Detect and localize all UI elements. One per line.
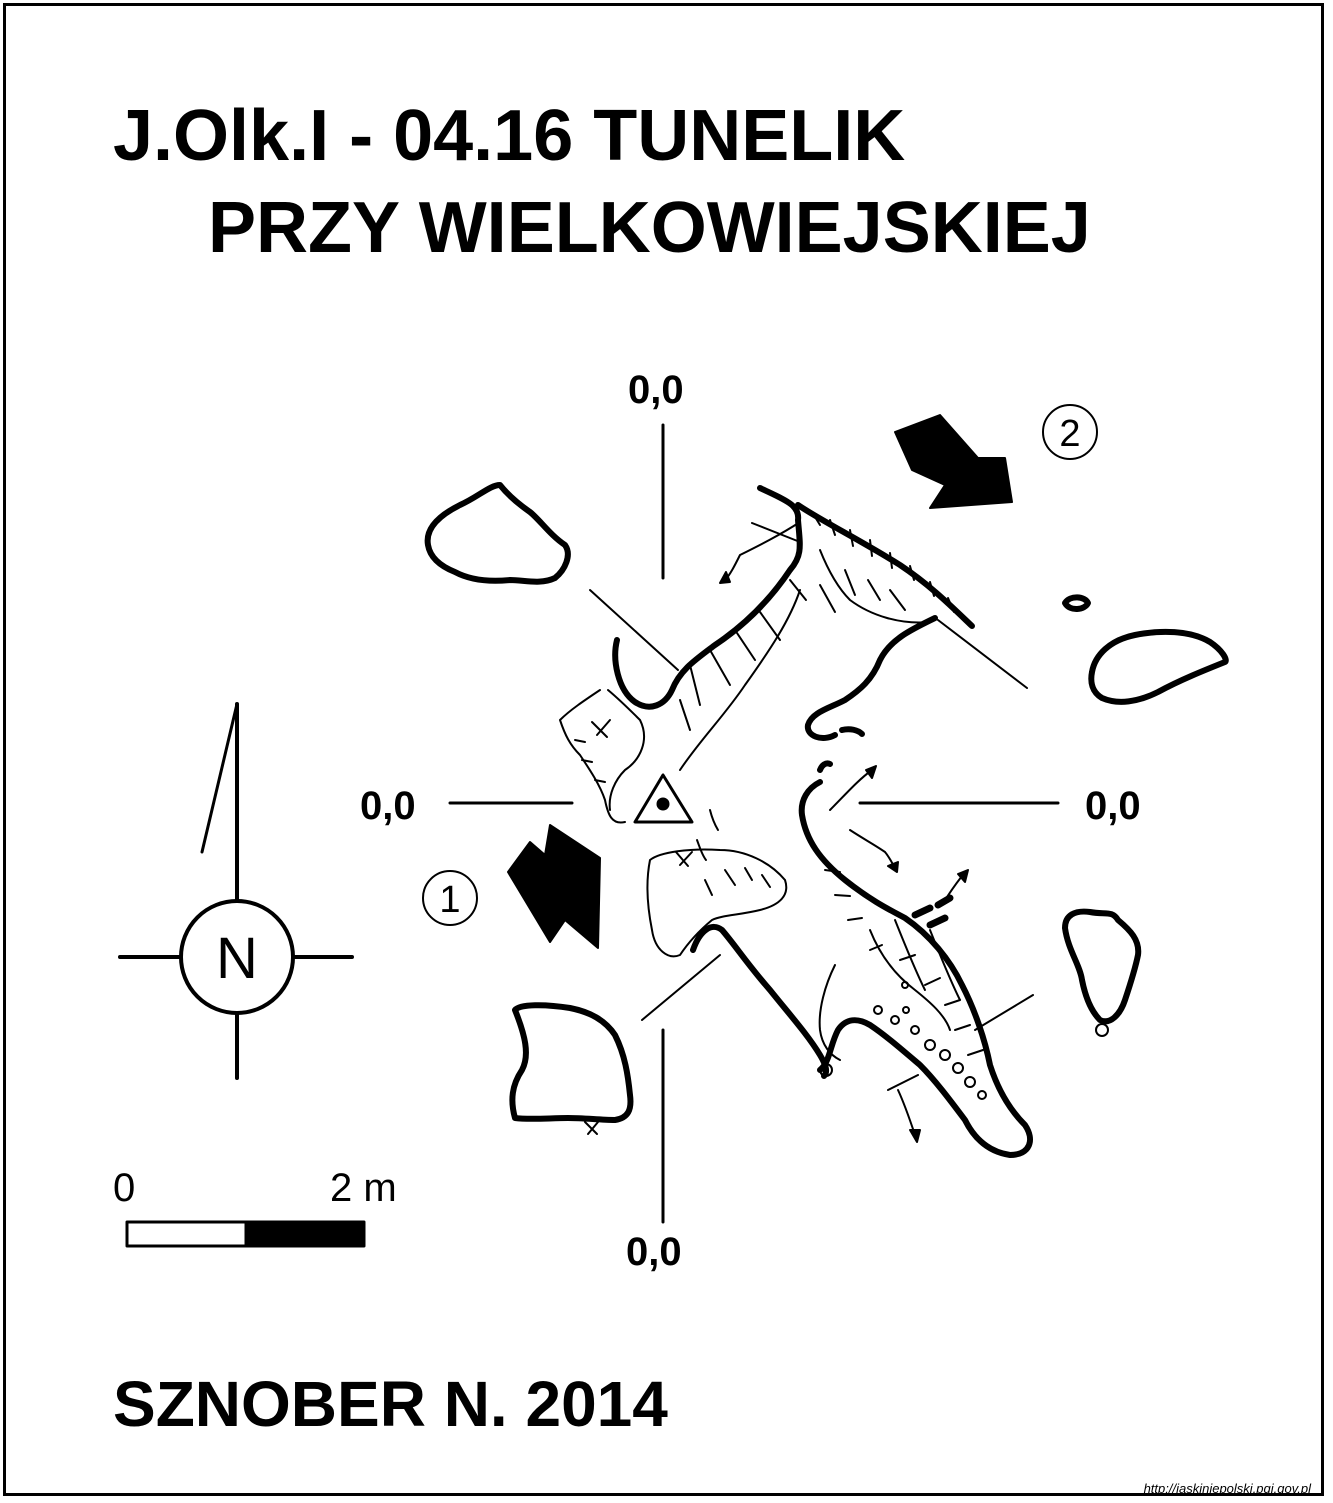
section-label-top: 0,0	[628, 368, 684, 412]
section-label-bottom: 0,0	[626, 1230, 682, 1274]
scale-bar	[125, 1220, 366, 1248]
scale-label-start: 0	[113, 1166, 136, 1210]
entrance-marker-1	[422, 870, 478, 926]
inner-outlines	[559, 549, 961, 1061]
north-letter: N	[216, 926, 258, 991]
section-axis-lines	[448, 423, 1060, 1224]
survey-arrows	[719, 521, 969, 1143]
slope-hatching	[574, 511, 984, 1056]
author-credit: SZNOBER N. 2014	[113, 1368, 668, 1440]
source-link[interactable]: http://jaskiniepolski.pgi.gov.pl	[1143, 1481, 1311, 1496]
entrance-arrow-1	[507, 824, 601, 949]
rock-outcrops	[424, 482, 1229, 1123]
entrance-arrow-2	[894, 414, 1013, 509]
section-label-left: 0,0	[360, 784, 416, 828]
entrance-label-2: 2	[1059, 413, 1080, 455]
section-label-right: 0,0	[1085, 784, 1141, 828]
entrance-marker-2	[1042, 404, 1098, 460]
map-title-line-1: J.Olk.I - 04.16 TUNELIK	[113, 96, 906, 176]
broken-wall-fragments	[911, 894, 954, 929]
entrance-label-1: 1	[439, 879, 460, 921]
diagonal-section-lines	[589, 522, 1034, 1031]
scale-label-end: 2 m	[330, 1166, 397, 1210]
map-frame	[3, 3, 1324, 1496]
cave-walls	[612, 485, 1033, 1158]
survey-datum-marker	[633, 773, 694, 824]
map-title-line-2: PRZY WIELKOWIEJSKIEJ	[208, 188, 1091, 268]
north-arrow	[118, 702, 354, 1080]
rubble-symbols	[584, 719, 1109, 1135]
